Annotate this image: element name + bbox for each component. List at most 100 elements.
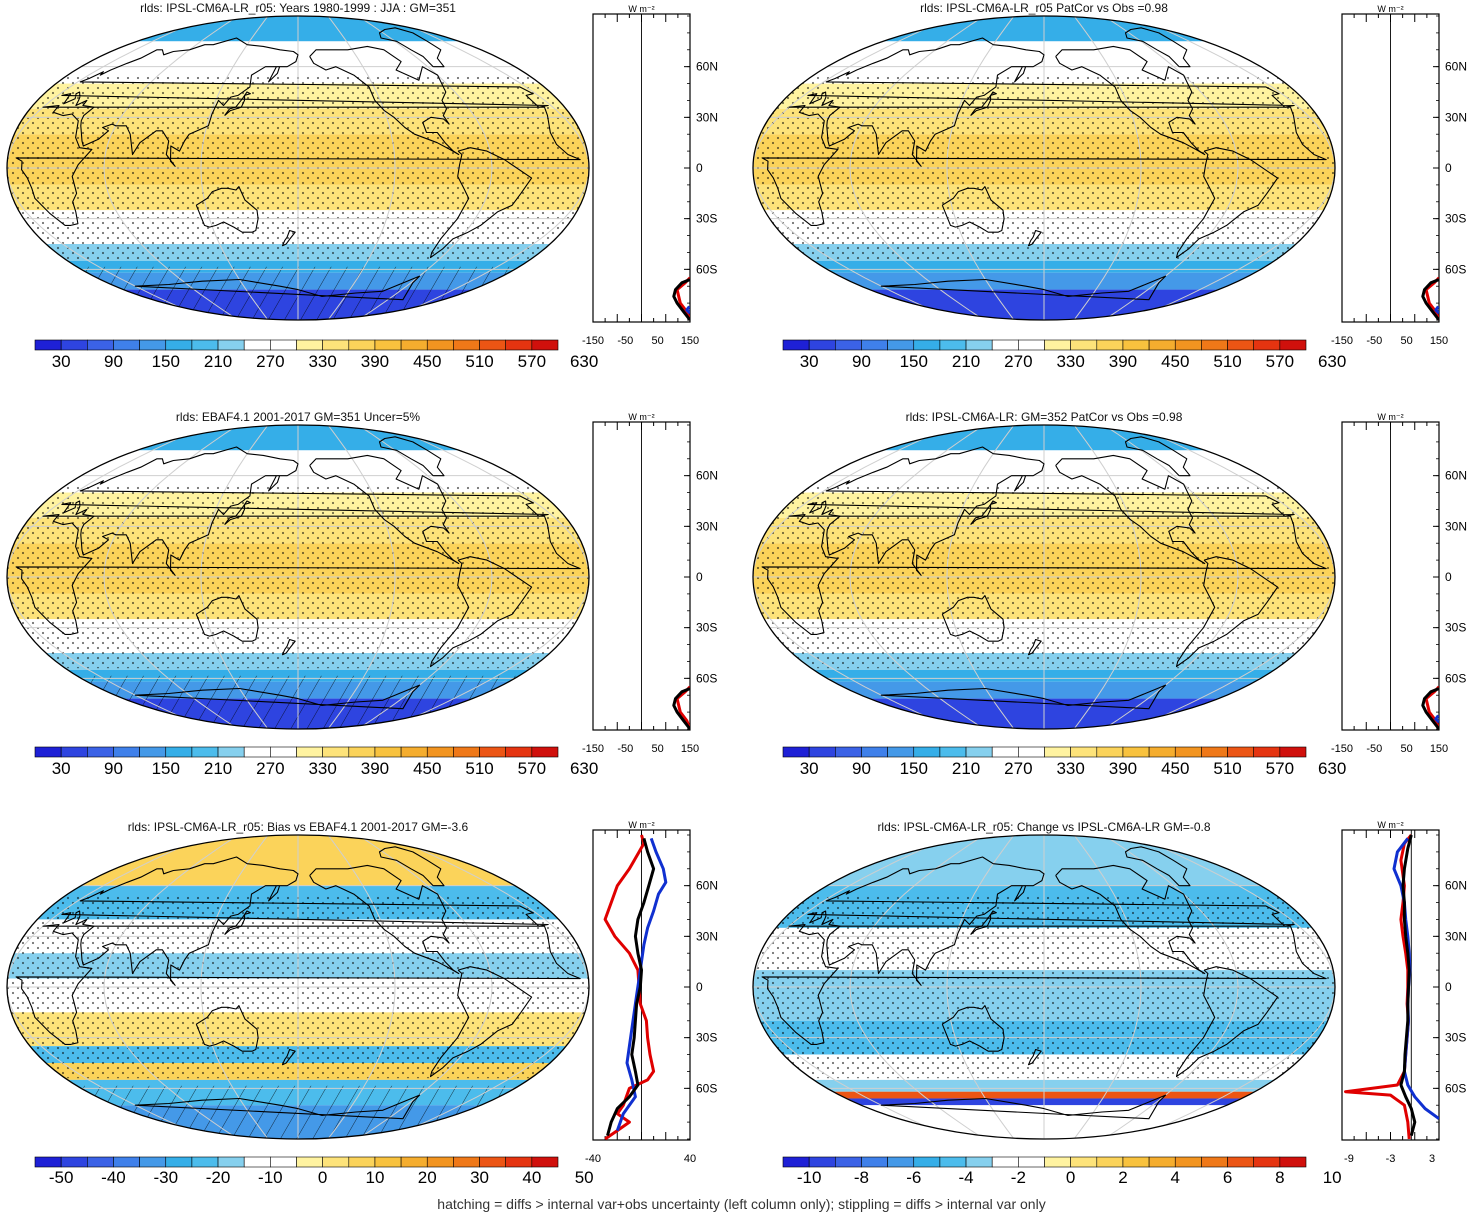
colorbar-label: 330 bbox=[1056, 759, 1084, 778]
lat-tick-label: 60S bbox=[1445, 1081, 1466, 1095]
coastline bbox=[429, 147, 533, 259]
colorbar-label: 630 bbox=[1318, 352, 1346, 371]
coastline bbox=[224, 91, 251, 117]
colorbar-segment bbox=[1279, 339, 1307, 351]
colorbar-label: 150 bbox=[900, 352, 928, 371]
colorbar-segment bbox=[348, 746, 376, 758]
profile-series-other bbox=[1434, 305, 1439, 315]
colorbar-label: 210 bbox=[204, 759, 232, 778]
coastline bbox=[195, 1005, 259, 1052]
colorbar-segment bbox=[913, 1156, 941, 1168]
colorbar-segment bbox=[1148, 746, 1176, 758]
coastline bbox=[61, 37, 549, 167]
panel-title: rlds: EBAF4.1 2001-2017 GM=351 Uncer=5% bbox=[176, 410, 420, 424]
colorbar-segment bbox=[426, 339, 454, 351]
profile-unit: W m⁻² bbox=[628, 820, 654, 830]
colorbar-segment bbox=[1018, 339, 1045, 351]
coastline bbox=[15, 104, 581, 226]
lat-tick-label: 30S bbox=[1445, 621, 1466, 635]
colorbar-label: 510 bbox=[1213, 352, 1241, 371]
zonal-profile: 60N 30N 0 30S 60S -150 -50 50 150 W m⁻² bbox=[1331, 412, 1467, 755]
colorbar-segment bbox=[87, 746, 114, 758]
colorbar-segment bbox=[1044, 339, 1071, 351]
colorbar-segment bbox=[887, 339, 915, 351]
colorbar-segment bbox=[374, 1156, 402, 1168]
colorbar-segment bbox=[1122, 339, 1150, 351]
colorbar-segment bbox=[1070, 339, 1098, 351]
profile-series-other bbox=[685, 305, 690, 315]
colorbar-label: 210 bbox=[952, 352, 980, 371]
lat-tick-label: 30S bbox=[1445, 1031, 1466, 1045]
zonal-profile: 60N 30N 0 30S 60S -150 -50 50 150 W m⁻² bbox=[582, 4, 718, 347]
colorbar-segment bbox=[400, 339, 428, 351]
profile-series-red bbox=[603, 834, 656, 1140]
zonal-profile: 60N 30N 0 30S 60S -40 40 W m⁻² bbox=[585, 820, 718, 1165]
colorbar-segment bbox=[348, 1156, 376, 1168]
colorbar-segment bbox=[217, 746, 245, 758]
coastline bbox=[1055, 864, 1206, 975]
colorbar-segment bbox=[1018, 746, 1045, 758]
colorbar-segment bbox=[348, 339, 376, 351]
colorbar-segment bbox=[861, 339, 888, 351]
colorbar-label: 2 bbox=[1118, 1168, 1127, 1187]
profile-unit: W m⁻² bbox=[1377, 412, 1403, 422]
profile-series-black bbox=[606, 838, 656, 1136]
colorbar-segment bbox=[1096, 1156, 1124, 1168]
colorbar-label: 390 bbox=[1109, 352, 1137, 371]
colorbar-segment bbox=[1253, 746, 1281, 758]
colorbar-segment bbox=[191, 339, 219, 351]
profile-unit: W m⁻² bbox=[628, 412, 654, 422]
colorbar-segment bbox=[1201, 746, 1228, 758]
colorbar-segment bbox=[991, 1156, 1019, 1168]
lat-tick-label: 60N bbox=[1445, 469, 1467, 483]
colorbar-label: 6 bbox=[1223, 1168, 1232, 1187]
coastline bbox=[1055, 454, 1206, 565]
colorbar-segment bbox=[834, 1156, 862, 1168]
coastline bbox=[281, 1048, 296, 1066]
panel-3: rlds: EBAF4.1 2001-2017 GM=351 Uncer=5% 3… bbox=[6, 410, 718, 778]
colorbar-label: 450 bbox=[1161, 352, 1189, 371]
colorbar-segment bbox=[34, 1156, 62, 1168]
coastline bbox=[195, 595, 259, 642]
colorbar-segment bbox=[782, 339, 810, 351]
lat-tick-label: 30N bbox=[1445, 929, 1467, 943]
lat-tick-label: 0 bbox=[1445, 161, 1452, 175]
coastline bbox=[134, 1094, 421, 1120]
panel-title: rlds: IPSL-CM6A-LR_r05 PatCor vs Obs =0.… bbox=[920, 1, 1168, 15]
profile-x-tick-label: -50 bbox=[1366, 335, 1382, 347]
colorbar-label: -2 bbox=[1011, 1168, 1026, 1187]
colorbar-segment bbox=[479, 339, 506, 351]
coastline bbox=[224, 910, 251, 936]
lat-tick-label: 30S bbox=[696, 621, 717, 635]
lat-tick-label: 60N bbox=[1445, 60, 1467, 74]
colorbar-segment bbox=[834, 339, 862, 351]
colorbar-segment bbox=[322, 746, 350, 758]
colorbar-segment bbox=[1044, 1156, 1071, 1168]
colorbar-segment bbox=[861, 1156, 888, 1168]
colorbar-label: 570 bbox=[1266, 759, 1294, 778]
colorbar-segment bbox=[1279, 746, 1307, 758]
colorbar-segment bbox=[808, 1156, 836, 1168]
coastline bbox=[1175, 147, 1279, 259]
panel-5: rlds: IPSL-CM6A-LR_r05: Bias vs EBAF4.1 … bbox=[6, 820, 718, 1187]
colorbar-label: 150 bbox=[152, 759, 180, 778]
colorbar-label: 270 bbox=[1004, 759, 1032, 778]
lat-tick-label: 60S bbox=[696, 1081, 717, 1095]
profile-x-tick-label: -150 bbox=[582, 335, 604, 347]
colorbar-label: 150 bbox=[152, 352, 180, 371]
colorbar-segment bbox=[34, 746, 62, 758]
map-border bbox=[752, 424, 1336, 730]
lat-tick-label: 0 bbox=[696, 161, 703, 175]
colorbar-segment bbox=[782, 1156, 810, 1168]
colorbar-segment bbox=[834, 746, 862, 758]
coastline bbox=[1124, 846, 1191, 887]
colorbar-segment bbox=[531, 746, 559, 758]
profile-x-tick-label: -9 bbox=[1344, 1153, 1354, 1165]
colorbar-segment bbox=[270, 746, 297, 758]
panel-title: rlds: IPSL-CM6A-LR_r05: Years 1980-1999 … bbox=[140, 1, 456, 15]
profile-unit: W m⁻² bbox=[628, 4, 654, 14]
colorbar-segment bbox=[965, 339, 993, 351]
profile-x-tick-label: 150 bbox=[681, 335, 699, 347]
coastline bbox=[941, 1005, 1005, 1052]
profile-series-model bbox=[1421, 278, 1439, 321]
